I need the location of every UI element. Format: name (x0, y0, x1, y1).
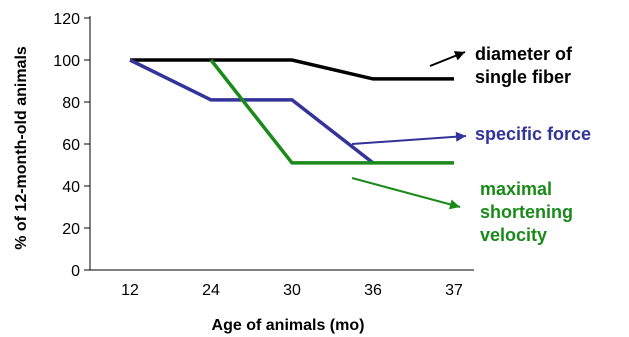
axes (89, 16, 474, 271)
series-label-2: maximal (480, 179, 552, 199)
series-arrowhead-0 (453, 51, 465, 61)
series-line-0 (130, 58, 454, 81)
series-label-1: specific force (475, 124, 591, 144)
series-label-2: velocity (480, 225, 547, 245)
x-axis-title: Age of animals (mo) (212, 317, 365, 334)
series-line-1 (129, 58, 375, 165)
series-label-2: shortening (480, 202, 573, 222)
y-tick-label: 120 (53, 11, 80, 28)
y-ticks: 0 20 40 60 80 100 120 (53, 11, 90, 280)
series-label-0: single fiber (475, 67, 571, 87)
y-tick-label: 20 (62, 221, 80, 238)
y-axis-title: % of 12-month-old animals (13, 46, 30, 250)
y-tick-label: 40 (62, 179, 80, 196)
series-arrow-1 (351, 135, 467, 145)
series-arrowhead-2 (449, 199, 460, 210)
y-tick-label: 80 (62, 95, 80, 112)
x-tick-label: 30 (283, 282, 301, 299)
series-lines (129, 58, 454, 165)
x-tick-label: 12 (121, 282, 139, 299)
series-arrow-2 (351, 177, 461, 208)
x-ticks: 12 24 30 36 37 (121, 282, 463, 299)
series-line-2 (209, 58, 454, 165)
series-label-0: diameter of (475, 44, 573, 64)
x-tick-label: 36 (364, 282, 382, 299)
x-tick-label: 24 (202, 282, 220, 299)
y-tick-label: 0 (71, 263, 80, 280)
series-arrowhead-1 (455, 131, 466, 142)
y-tick-label: 100 (53, 53, 80, 70)
x-tick-label: 37 (445, 282, 463, 299)
y-tick-label: 60 (62, 137, 80, 154)
series-labels: diameter of single fiber specific force max… (351, 44, 591, 245)
